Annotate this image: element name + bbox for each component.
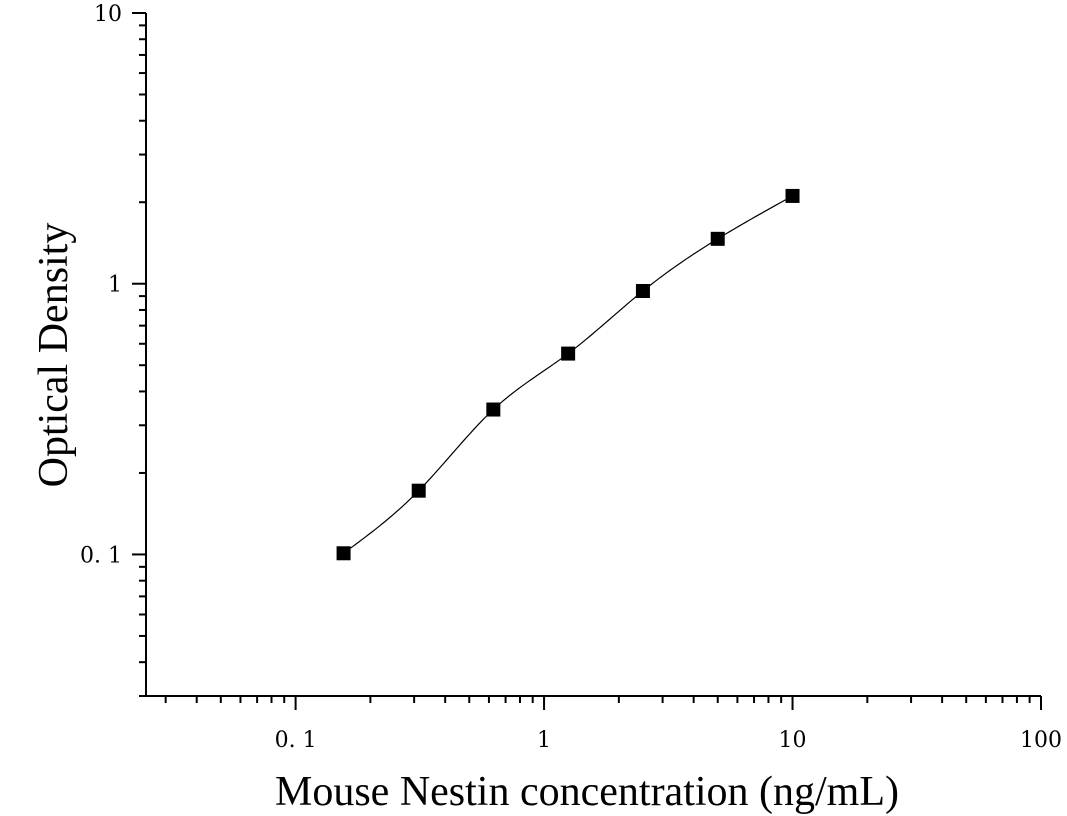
fit-curve-layer [343,195,793,554]
x-tick-label: 10 [779,728,807,753]
y-axis-title: Optical Density [31,223,77,488]
data-point [561,346,576,361]
data-point [486,402,501,417]
fit-curve [343,195,793,554]
x-tick-label: 0. 1 [275,728,317,753]
y-tick-label: 0. 1 [80,543,122,568]
y-tick-label: 1 [108,273,122,298]
data-point [635,283,650,298]
data-points-layer [336,188,800,561]
data-point [336,546,351,561]
y-tick-label: 10 [94,2,122,27]
x-tick-label: 100 [1020,728,1062,753]
data-point [710,231,725,246]
data-point [785,188,800,203]
x-tick-label: 1 [537,728,551,753]
x-axis-title: Mouse Nestin concentration (ng/mL) [275,769,899,815]
y-axis: 0. 1 1 10 [80,2,147,697]
x-axis: 0. 1 1 10 100 [146,695,1062,753]
data-point [411,483,426,498]
